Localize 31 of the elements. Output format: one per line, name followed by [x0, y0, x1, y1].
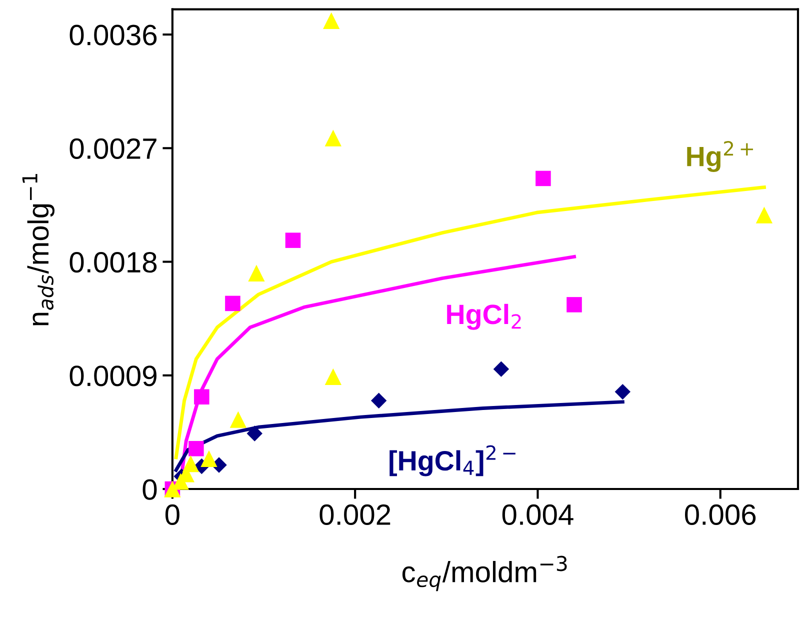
point: [324, 368, 342, 385]
series-label: Hg$^{2+}$: [687, 141, 753, 172]
point: [200, 450, 218, 468]
point: [614, 384, 631, 400]
point: [370, 392, 387, 408]
y-tick-label: 0.0018: [70, 252, 157, 273]
point: [324, 130, 342, 146]
y-tick-label: 0.0036: [70, 24, 157, 46]
point: [188, 440, 204, 456]
point: [230, 411, 247, 428]
point: [566, 297, 582, 312]
y-axis-title: n$_{ads}$/molg$^{−1}$: [22, 174, 54, 326]
point: [248, 264, 265, 282]
y-tick-label: 0.0027: [70, 138, 156, 160]
point: [323, 12, 340, 29]
point: [756, 206, 773, 224]
series-label: HgCl$_{2}$: [447, 304, 521, 330]
point: [536, 170, 551, 186]
point: [194, 389, 210, 404]
point: [225, 296, 240, 312]
point: [246, 426, 262, 442]
point: [493, 361, 510, 377]
point: [285, 232, 301, 248]
x-axis-title: c$_{eq}$/moldm$^{−3}$: [402, 556, 567, 592]
x-tick-label: 0.004: [502, 504, 574, 526]
y-tick-label: 0: [142, 479, 157, 500]
y-tick-label: 0.0009: [70, 366, 156, 386]
series-label: [HgCl$_{4}$]$^{2−}$: [390, 445, 516, 476]
x-tick-label: 0.006: [685, 504, 756, 526]
x-tick-label: 0.002: [320, 504, 390, 526]
x-tick-label: 0: [165, 504, 180, 526]
